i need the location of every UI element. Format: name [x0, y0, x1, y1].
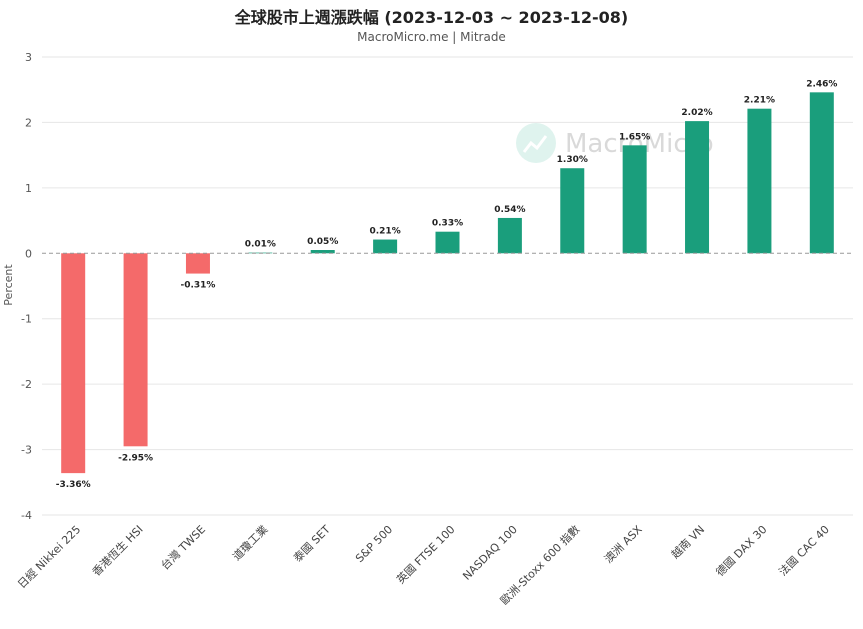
x-tick-label: NASDAQ 100 — [460, 523, 520, 583]
watermark-logo: MacroMicro — [516, 123, 714, 163]
y-tick-label: 1 — [25, 182, 32, 195]
data-label: 0.21% — [369, 227, 400, 237]
bar[interactable] — [685, 121, 710, 254]
bar[interactable] — [185, 253, 210, 274]
bar[interactable] — [123, 253, 148, 447]
data-label: -2.95% — [118, 453, 153, 463]
data-label: 2.46% — [806, 79, 837, 89]
bar[interactable] — [497, 217, 522, 254]
y-tick-label: -2 — [21, 378, 32, 391]
bar[interactable] — [560, 168, 585, 254]
data-label: -3.36% — [56, 480, 91, 490]
x-tick-label: 道瓊工業 — [229, 522, 270, 563]
bar[interactable] — [747, 108, 772, 254]
x-tick-label: 泰國 SET — [290, 522, 333, 565]
y-tick-label: 0 — [25, 247, 32, 260]
data-label: 0.33% — [432, 219, 463, 229]
chart-title: 全球股市上週漲跌幅 (2023-12-03 ~ 2023-12-08) — [234, 8, 629, 27]
bar[interactable] — [61, 253, 86, 474]
x-tick-label: 德國 DAX 30 — [713, 522, 770, 579]
x-tick-label: S&P 500 — [353, 523, 395, 565]
x-tick-label: 日經 Nikkei 225 — [14, 522, 83, 591]
data-label: 0.01% — [245, 240, 276, 250]
y-tick-label: -4 — [21, 509, 32, 522]
bar[interactable] — [809, 92, 834, 254]
x-tick-label: 香港恆生 HSI — [89, 522, 146, 579]
bar[interactable] — [310, 250, 335, 254]
y-tick-label: -3 — [21, 444, 32, 457]
data-label: 1.30% — [557, 155, 588, 165]
y-tick-label: 2 — [25, 116, 32, 129]
x-tick-label: 台灣 TWSE — [158, 522, 208, 572]
data-label: 1.65% — [619, 132, 650, 142]
y-tick-label: 3 — [25, 51, 32, 64]
data-label: 2.21% — [744, 96, 775, 106]
y-tick-label: -1 — [21, 313, 32, 326]
data-label: 0.54% — [494, 205, 525, 215]
bar[interactable] — [373, 239, 398, 254]
x-tick-label: 越南 VN — [668, 522, 707, 561]
chart-subtitle: MacroMicro.me | Mitrade — [357, 30, 506, 44]
x-tick-label: 澳洲 ASX — [602, 523, 645, 566]
bar[interactable] — [622, 145, 647, 254]
data-label: 2.02% — [681, 108, 712, 118]
y-axis-label: Percent — [2, 264, 15, 306]
x-tick-label: 英國 FTSE 100 — [393, 522, 457, 586]
data-label: -0.31% — [180, 281, 215, 291]
data-label: 0.05% — [307, 237, 338, 247]
x-tick-label: 法國 CAC 40 — [776, 522, 832, 578]
bar[interactable] — [435, 231, 460, 254]
